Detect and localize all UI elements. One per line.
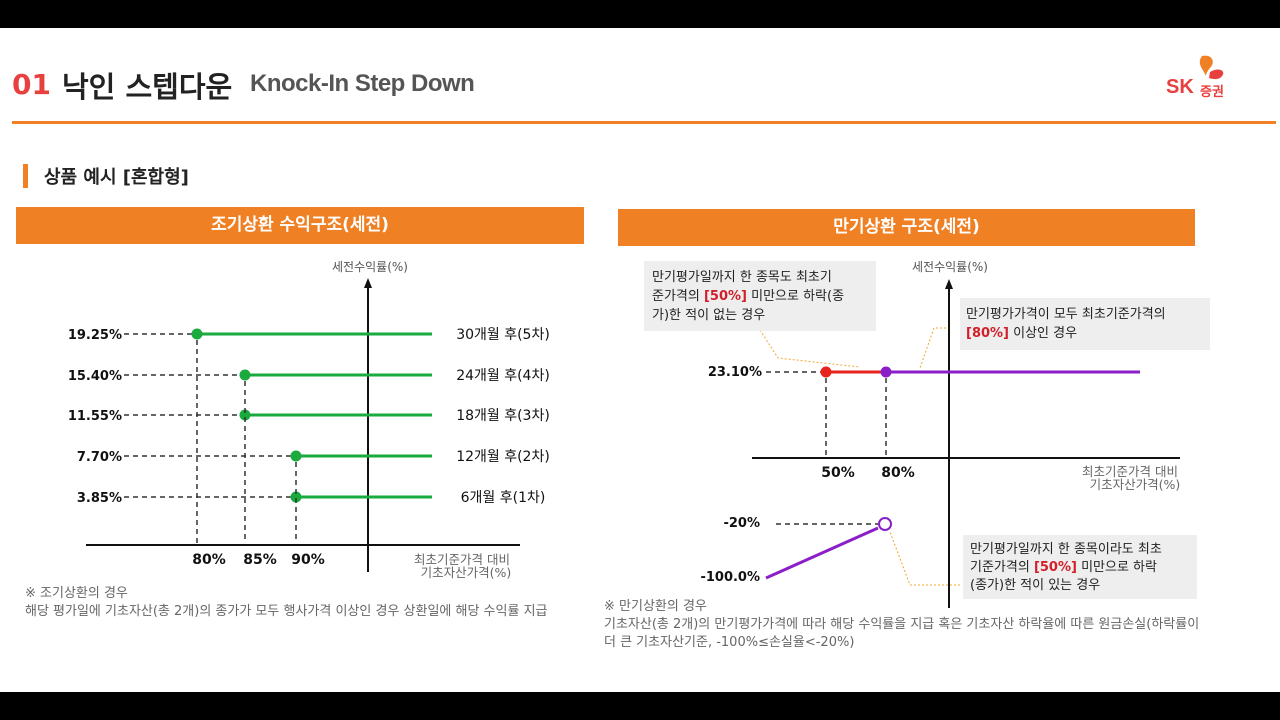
page-title-english: Knock-In Step Down [250,70,475,97]
page-title: 낙인 스텝다운 [62,70,233,104]
callout-3-box [963,535,1197,599]
x-tick-label: 80% [192,552,226,568]
observation-label: 6개월 후(1차) [461,490,546,506]
right-note-body: 기초자산(총 2개)의 만기평가가격에 따라 해당 수익률을 지급 혹은 기초자… [604,617,1200,650]
x-tick-label: 90% [291,552,325,568]
section-marker [23,164,28,188]
x-tick-label: 85% [243,552,277,568]
right-y-arrow [945,279,953,289]
left-x-axis-label-1: 최초기준가격 대비 [414,552,510,567]
right-panel-title: 만기상환 구조(세전) [618,209,1195,246]
rate-label: 19.25% [68,328,122,343]
rate-label: 15.40% [68,369,122,384]
callout-3-line1: 만기평가일까지 한 종목이라도 최초 [970,542,1162,557]
callout-2-leader [919,327,946,369]
callout-2-box [960,298,1210,350]
strike-point [239,369,251,381]
early-redemption-diagram: 세전수익률(%) 최초기준가격 대비 기초자산가격(%) 19.25% 30개월 … [68,260,550,580]
sk-butterfly-icon [1199,55,1224,80]
rate-label-top: 23.10% [708,365,762,380]
right-x-axis-label-1: 최초기준가격 대비 [1082,464,1178,479]
logo-subtext: 증권 [1200,85,1224,100]
left-note: ※ 조기상환의 경우 해당 평가일에 기초자산(총 2개)의 종가가 모두 행사… [25,585,590,621]
point-80 [880,366,892,378]
callout-2-line1: 만기평가가격이 모두 최초기준가격의 [966,307,1166,322]
observation-label: 30개월 후(5차) [456,327,550,343]
callout-1-line1: 만기평가일까지 한 종목도 최초기 [652,270,832,285]
point-50 [820,366,832,378]
section-title: 상품 예시 [혼합형] [44,167,189,188]
callout-1-leader [759,329,861,368]
strike-point [239,409,251,421]
strike-point [191,328,203,340]
right-x-axis-label-2: 기초자산가격(%) [1090,477,1181,492]
section-number: 01 [12,68,51,101]
left-note-title: ※ 조기상환의 경우 [25,586,128,601]
callout-1-line2: 준가격의 [50%] 미만으로 하락(종 [652,289,844,304]
observation-label: 18개월 후(3차) [456,408,550,424]
logo-text: SK [1166,76,1194,98]
left-y-arrow [364,278,372,288]
observation-label: 24개월 후(4차) [456,368,550,384]
left-x-axis-label-2: 기초자산가격(%) [421,565,512,580]
rate-label: 11.55% [68,409,122,424]
sk-logo: SK 증권 [1162,52,1252,102]
rate-label: 7.70% [77,450,122,465]
callout-2-line2: [80%] 이상인 경우 [966,326,1077,341]
rate-label: 3.85% [77,491,122,506]
right-note: ※ 만기상환의 경우 기초자산(총 2개)의 만기평가가격에 따라 해당 수익률… [604,598,1212,652]
rate-label-low: -100.0% [700,570,760,585]
callout-1-box [644,261,876,331]
rate-label-mid: -20% [723,516,760,531]
callout-1-line3: 가)한 적이 없는 경우 [652,308,765,323]
slide: 01 낙인 스텝다운 Knock-In Step Down SK 증권 상품 예… [0,28,1280,692]
callout-3-leader [889,531,960,586]
callout-3-line3: (종가)한 적이 있는 경우 [970,578,1100,593]
maturity-diagram: 세전수익률(%) 최초기준가격 대비 기초자산가격(%) 23.10% 50% … [644,260,1210,608]
header-divider [12,121,1276,124]
x-tick-80: 80% [881,465,915,481]
right-note-title: ※ 만기상환의 경우 [604,599,707,614]
left-note-body: 해당 평가일에 기초자산(총 2개)의 종가가 모두 행사가격 이상인 경우 상… [25,604,548,619]
x-tick-50: 50% [821,465,855,481]
left-panel-title: 조기상환 수익구조(세전) [16,207,584,244]
left-y-axis-label: 세전수익률(%) [332,260,408,274]
strike-point [290,450,302,462]
point-minus20 [878,517,892,531]
observation-label: 12개월 후(2차) [456,449,550,465]
right-y-axis-label: 세전수익률(%) [912,260,988,274]
strike-point [290,491,302,503]
loss-line [765,526,879,580]
callout-3-line2: 기준가격의 [50%] 미만으로 하락 [970,560,1157,575]
